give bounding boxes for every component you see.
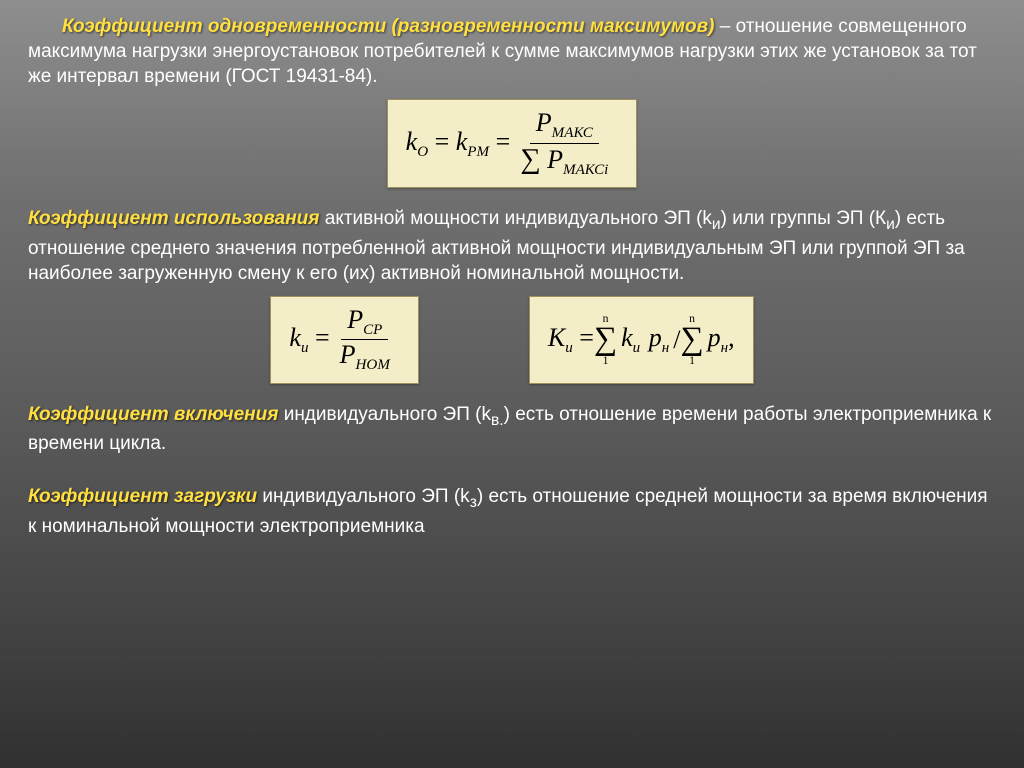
formula-ku-sum: Ku = n ∑ 1 ku pн / n ∑ 1 pн, [529,296,754,384]
f2b-sum1: n ∑ 1 [594,313,617,366]
f2b-t3-sub: н [721,340,728,356]
f2b-K-sub: u [565,340,573,356]
f2a-den-sub: HOM [356,357,390,373]
term-utilization: Коэффициент использования [28,208,319,229]
f2b-eq: = [579,323,594,352]
text-load-1: индивидуального ЭП (k [257,486,470,507]
text-util-sub1: и [712,216,721,233]
para-switch-on: Коэффициент включения индивидуального ЭП… [28,402,996,456]
f1-fraction: PМАКС ∑ PМАКСi [514,108,614,179]
f1-den-sub: МАКСi [563,162,608,178]
text-switch-1: индивидуального ЭП (k [278,404,491,425]
f1-eq1: = [435,127,456,156]
f1-eq2: = [496,127,511,156]
f1-num-sub: МАКС [552,125,593,141]
f1-k2: k [456,127,468,156]
f2b-t3: p [708,323,721,352]
text-load-sub: з [470,494,477,511]
term-switch-on: Коэффициент включения [28,404,278,425]
f2a-num-sub: CP [363,322,382,338]
term-simultaneity: Коэффициент одновременности (разновремен… [62,16,714,37]
f2b-sum2: n ∑ 1 [680,313,703,366]
f2b-t2-sub: н [662,340,669,356]
f1-k1-sub: O [417,144,428,160]
f1-k1: k [406,127,418,156]
f2b-s2-bot: 1 [689,355,695,366]
text-util-2: ) или группы ЭП (К [721,208,886,229]
formula-ku-simple: ku = PCP PHOM [270,296,419,384]
para-load: Коэффициент загрузки индивидуального ЭП … [28,484,996,538]
f2a-k: k [289,323,301,352]
f1-sigma: ∑ [520,144,540,175]
f2b-s1-bot: 1 [603,355,609,366]
f1-den-var: P [547,145,563,174]
f2b-slash: / [673,323,680,357]
f2b-t1-sub: u [633,340,641,356]
para-simultaneity: Коэффициент одновременности (разновремен… [28,14,996,89]
f2b-K: K [548,323,565,352]
f2b-t1: k [621,323,633,352]
f2b-comma: , [728,323,735,352]
f2a-den: P [340,340,356,369]
f2a-k-sub: u [301,340,309,356]
f2a-fraction: PCP PHOM [334,305,396,375]
formula-row-1: kO = kPM = PМАКС ∑ PМАКСi [28,99,996,188]
para-utilization: Коэффициент использования активной мощно… [28,206,996,286]
f2b-t2: p [649,323,662,352]
f2a-eq: = [315,323,330,352]
f1-num: P [536,108,552,137]
text-util-1: активной мощности индивидуального ЭП (k [319,208,711,229]
formula-row-2: ku = PCP PHOM Ku = n ∑ 1 ku pн / n ∑ 1 [28,296,996,384]
text-util-sub2: и [886,216,895,233]
f2a-num: P [347,305,363,334]
f1-k2-sub: PM [467,144,489,160]
term-load: Коэффициент загрузки [28,486,257,507]
text-switch-sub: в. [491,412,504,429]
formula-simultaneity: kO = kPM = PМАКС ∑ PМАКСi [387,99,638,188]
